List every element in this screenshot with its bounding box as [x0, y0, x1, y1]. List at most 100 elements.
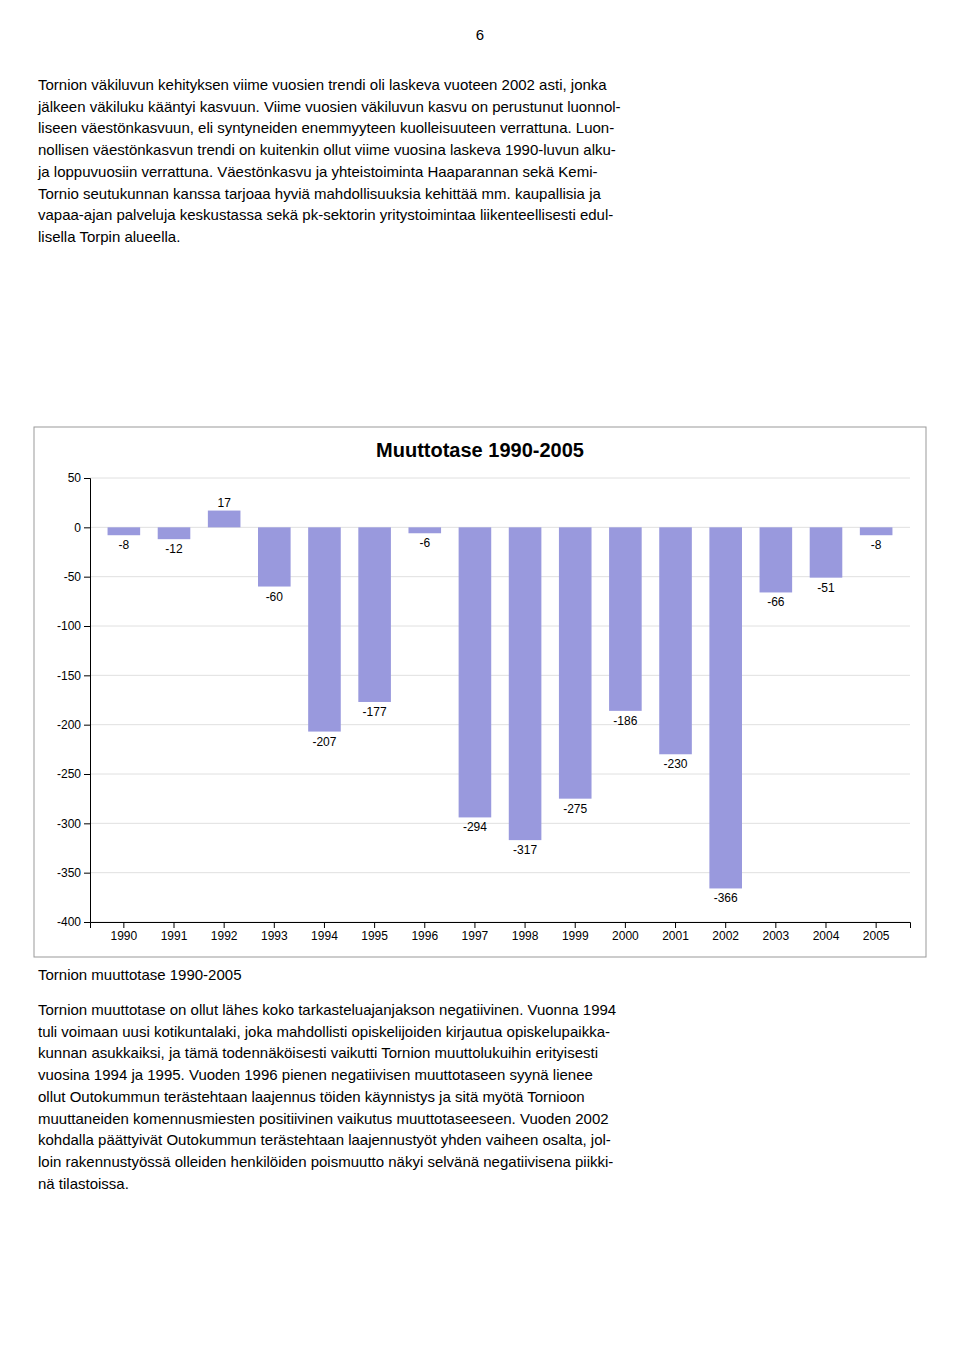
tick-label: -250	[57, 767, 81, 781]
tick-label: -350	[57, 866, 81, 880]
data-label: -12	[165, 542, 183, 556]
tick-label: 1994	[311, 929, 338, 943]
tick-mark	[84, 527, 90, 528]
x-axis: 1990 1991 1992 1993 1994 1995 1996 1997 1998 1999…	[91, 922, 911, 943]
text-line: jälkeen väkiluku kääntyi kasvuun. Viime …	[37, 98, 621, 115]
tick-mark	[876, 922, 877, 928]
text-line: vuosina 1994 ja 1995. Vuoden 1996 pienen…	[38, 1066, 593, 1083]
data-label: -51	[817, 581, 835, 595]
tick-label: 1995	[361, 929, 388, 943]
tick-mark	[84, 873, 90, 874]
tick-mark	[84, 626, 90, 627]
x-tick: 1991	[161, 922, 188, 943]
bar	[810, 527, 843, 577]
text-line: lisella Torpin alueella.	[38, 228, 180, 245]
y-tick: -100	[57, 619, 90, 633]
grid-line	[90, 478, 910, 479]
y-tick: -200	[57, 718, 90, 732]
tick-label: 2001	[662, 929, 689, 943]
tick-mark	[525, 922, 526, 928]
data-label: -230	[664, 757, 688, 771]
y-tick: 50	[68, 471, 90, 485]
x-tick: 2003	[762, 922, 789, 943]
x-tick: 1996	[411, 922, 438, 943]
text-line: Tornion väkiluvun kehityksen viime vuosi…	[38, 76, 607, 93]
data-label: -186	[613, 714, 637, 728]
data-label: -275	[563, 802, 587, 816]
tick-label: 1993	[261, 929, 288, 943]
axis-line	[91, 923, 911, 929]
tick-label: -200	[57, 718, 81, 732]
text-line: ollut Outokummun terästehtaan laajennus …	[38, 1088, 585, 1105]
tick-label: -50	[64, 570, 82, 584]
text-line: nä tilastoissa.	[38, 1175, 129, 1192]
tick-label: 2002	[712, 929, 739, 943]
data-label: -6	[419, 536, 430, 550]
bar	[709, 527, 742, 888]
bar	[258, 527, 291, 586]
tick-label: 1996	[411, 929, 438, 943]
bar	[308, 527, 341, 731]
tick-label: 0	[74, 521, 81, 535]
tick-label: 1991	[161, 929, 188, 943]
data-label: -60	[266, 590, 284, 604]
tick-mark	[84, 478, 90, 479]
tick-label: -100	[57, 619, 81, 633]
text-line: loin rakennustyössä olleiden henkilöiden…	[38, 1153, 613, 1170]
tick-label: -400	[57, 915, 81, 929]
top-text: Tornion väkiluvun kehityksen viime vuosi…	[37, 76, 621, 245]
tick-label: 1997	[462, 929, 489, 943]
x-tick: 2002	[712, 922, 739, 943]
y-tick: -300	[57, 817, 90, 831]
grid-line	[90, 872, 910, 873]
x-tick: 1990	[111, 922, 138, 943]
x-tick: 1993	[261, 922, 288, 943]
grid-line	[90, 675, 910, 676]
text-line: vapaa-ajan palveluja keskustassa sekä pk…	[38, 206, 613, 223]
text-line: Tornio seutukunnan kanssa tarjoaa hyviä …	[38, 185, 601, 202]
y-tick: 0	[74, 521, 90, 535]
bar	[609, 527, 642, 711]
x-tick: 2004	[813, 922, 840, 943]
tick-label: 2003	[762, 929, 789, 943]
tick-mark	[224, 922, 225, 928]
bar	[559, 527, 592, 798]
x-tick: 2001	[662, 922, 689, 943]
y-tick: -250	[57, 767, 90, 781]
tick-label: 1998	[512, 929, 539, 943]
tick-label: 1999	[562, 929, 589, 943]
x-tick: 2005	[863, 922, 890, 943]
page: 6Tornion väkiluvun kehityksen viime vuos…	[0, 0, 960, 1357]
text-line: kunnan asukkaiksi, ja tämä todennäköises…	[38, 1044, 598, 1061]
tick-mark	[84, 922, 90, 923]
tick-mark	[424, 922, 425, 928]
axis-line	[84, 479, 91, 923]
y-tick: -150	[57, 669, 90, 683]
grid-line	[90, 626, 910, 627]
tick-mark	[474, 922, 475, 928]
tick-label: -300	[57, 817, 81, 831]
data-label: -207	[312, 735, 336, 749]
bottom-text: Tornion muuttotase on ollut lähes koko t…	[38, 1001, 616, 1192]
text-line: liseen väestönkasvuun, eli syntyneiden e…	[38, 119, 614, 136]
x-tick: 1999	[562, 922, 589, 943]
y-axis: 50 0 -50 -100 -150 -200 -250 -300 -350 -400	[57, 471, 91, 929]
text-line: tuli voimaan uusi kotikuntalaki, joka ma…	[38, 1023, 610, 1040]
x-tick: 1995	[361, 922, 388, 943]
x-tick: 1992	[211, 922, 238, 943]
tick-mark	[625, 922, 626, 928]
x-tick: 1997	[462, 922, 489, 943]
tick-label: 2005	[863, 929, 890, 943]
tick-label: -150	[57, 669, 81, 683]
data-label: 17	[217, 496, 231, 510]
tick-label: 50	[68, 471, 82, 485]
bar	[158, 527, 191, 539]
bar	[659, 527, 692, 754]
x-tick: 1998	[512, 922, 539, 943]
text-line: nollisen väestönkasvun trendi on kuitenk…	[38, 141, 616, 158]
data-label: -317	[513, 843, 537, 857]
tick-mark	[825, 922, 826, 928]
data-label: -366	[714, 891, 738, 905]
tick-mark	[84, 675, 90, 676]
bar	[408, 527, 441, 533]
